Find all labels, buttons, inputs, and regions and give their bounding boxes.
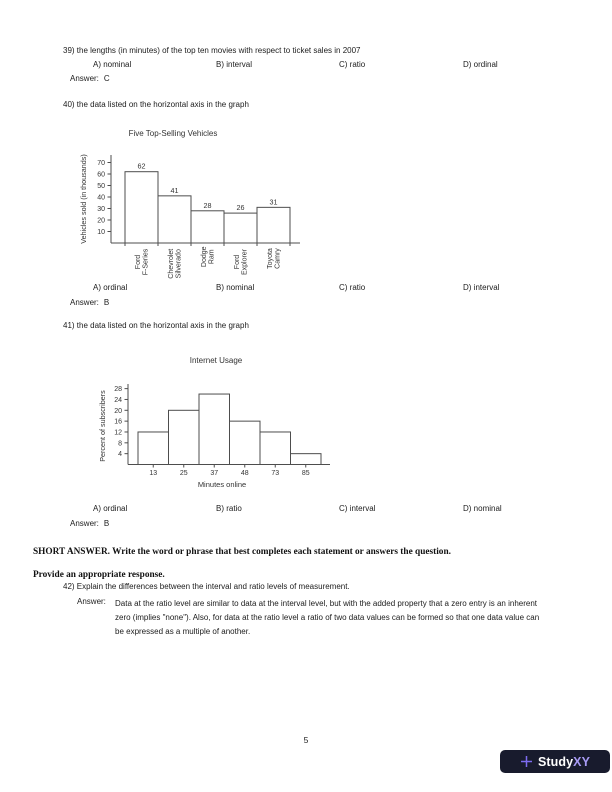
chart-bar bbox=[124, 171, 159, 244]
y-axis-label: Vehicles sold (in thousands) bbox=[79, 154, 88, 244]
y-tick-label: 40 bbox=[97, 195, 105, 202]
question-39-options: A) nominal B) interval C) ratio D) ordin… bbox=[0, 60, 612, 71]
q39-answer-value: C bbox=[103, 74, 110, 83]
y-tick-label: 4 bbox=[118, 451, 122, 458]
q41-option-a: A) ordinal bbox=[93, 504, 128, 513]
chart-bar bbox=[168, 409, 200, 465]
chart-bar bbox=[137, 431, 169, 466]
x-category-label: 37 bbox=[210, 470, 218, 477]
q41-answer-value: B bbox=[103, 519, 110, 528]
question-42-text: 42) Explain the differences between the … bbox=[63, 582, 350, 591]
bar-value-label: 62 bbox=[138, 162, 146, 171]
chart-bar bbox=[259, 431, 291, 466]
y-tick-label: 60 bbox=[97, 172, 105, 179]
logo-brand-secondary: XY bbox=[573, 754, 591, 769]
q41-option-b: B) ratio bbox=[216, 504, 242, 513]
question-41-answer: Answer: B bbox=[70, 519, 109, 528]
bar-value-label: 41 bbox=[171, 186, 179, 195]
q41-answer-label: Answer: bbox=[70, 519, 99, 528]
plus-icon bbox=[520, 755, 533, 768]
q40-option-d: D) interval bbox=[463, 283, 500, 292]
chart-bar bbox=[229, 420, 261, 465]
chart-bar bbox=[198, 393, 230, 465]
chart-bar bbox=[256, 206, 291, 244]
y-tick-label: 12 bbox=[114, 429, 122, 436]
chart-title: Five Top-Selling Vehicles bbox=[129, 129, 218, 138]
q40-answer-label: Answer: bbox=[70, 298, 99, 307]
q39-answer-label: Answer: bbox=[70, 74, 99, 83]
q39-option-d: D) ordinal bbox=[463, 60, 498, 69]
bar-value-label: 28 bbox=[204, 201, 212, 210]
question-39-text: 39) the lengths (in minutes) of the top … bbox=[63, 46, 361, 55]
y-tick-label: 70 bbox=[97, 160, 105, 167]
q40-answer-value: B bbox=[103, 298, 110, 307]
y-tick-label: 28 bbox=[114, 386, 122, 393]
x-category-label: 25 bbox=[180, 470, 188, 477]
question-40-text: 40) the data listed on the horizontal ax… bbox=[63, 100, 249, 109]
q39-option-c: C) ratio bbox=[339, 60, 366, 69]
chart-bar bbox=[223, 212, 258, 244]
x-category-label: 13 bbox=[149, 470, 157, 477]
vehicles-bar-chart: Five Top-Selling Vehicles Vehicles sold (… bbox=[79, 129, 300, 279]
x-category-label: FordExplorer bbox=[234, 248, 249, 275]
chart-title: Internet Usage bbox=[190, 356, 243, 365]
y-tick-label: 30 bbox=[97, 206, 105, 213]
bar-value-label: 26 bbox=[237, 203, 245, 212]
q39-option-a: A) nominal bbox=[93, 60, 132, 69]
question-41-text: 41) the data listed on the horizontal ax… bbox=[63, 321, 249, 330]
short-answer-instruction: Provide an appropriate response. bbox=[33, 570, 165, 580]
bar-value-label: 31 bbox=[270, 197, 278, 206]
short-answer-heading: SHORT ANSWER. Write the word or phrase t… bbox=[33, 547, 451, 557]
chart-bar bbox=[157, 195, 192, 244]
x-category-label: 85 bbox=[302, 470, 310, 477]
q41-option-c: C) interval bbox=[339, 504, 376, 513]
y-tick-label: 10 bbox=[97, 229, 105, 236]
q40-option-c: C) ratio bbox=[339, 283, 366, 292]
studyxy-logo: Study XY bbox=[500, 750, 610, 773]
x-category-label: DodgeRam bbox=[201, 246, 216, 267]
q39-option-b: B) interval bbox=[216, 60, 253, 69]
q41-option-d: D) nominal bbox=[463, 504, 502, 513]
y-tick-label: 20 bbox=[97, 218, 105, 225]
x-axis-label: Minutes online bbox=[198, 480, 246, 489]
chart-bar bbox=[290, 453, 322, 466]
q42-answer-text: Data at the ratio level are similar to d… bbox=[115, 599, 540, 636]
x-category-label: 73 bbox=[271, 470, 279, 477]
q40-option-a: A) ordinal bbox=[93, 283, 128, 292]
logo-brand-primary: Study bbox=[537, 754, 574, 769]
y-axis-label: Percent of subscribers bbox=[98, 390, 107, 462]
x-category-label: ToyotaCamry bbox=[267, 248, 282, 269]
question-40-options: A) ordinal B) nominal C) ratio D) interv… bbox=[0, 283, 612, 294]
chart-bar bbox=[190, 210, 225, 244]
x-category-label: FordF-Series bbox=[135, 248, 150, 275]
y-tick-label: 50 bbox=[97, 183, 105, 190]
x-category-label: ChevroletSilverado bbox=[168, 249, 183, 279]
q42-answer-label: Answer: bbox=[77, 597, 106, 606]
x-category-label: 48 bbox=[241, 470, 249, 477]
q40-option-b: B) nominal bbox=[216, 283, 255, 292]
y-tick-label: 8 bbox=[118, 440, 122, 447]
y-tick-label: 16 bbox=[114, 419, 122, 426]
page-number: 5 bbox=[303, 735, 309, 745]
question-40-answer: Answer: B bbox=[70, 298, 109, 307]
y-tick-label: 20 bbox=[114, 408, 122, 415]
question-39-answer: Answer: C bbox=[70, 74, 110, 83]
question-41-options: A) ordinal B) ratio C) interval D) nomin… bbox=[0, 504, 612, 515]
y-tick-label: 24 bbox=[114, 397, 122, 404]
